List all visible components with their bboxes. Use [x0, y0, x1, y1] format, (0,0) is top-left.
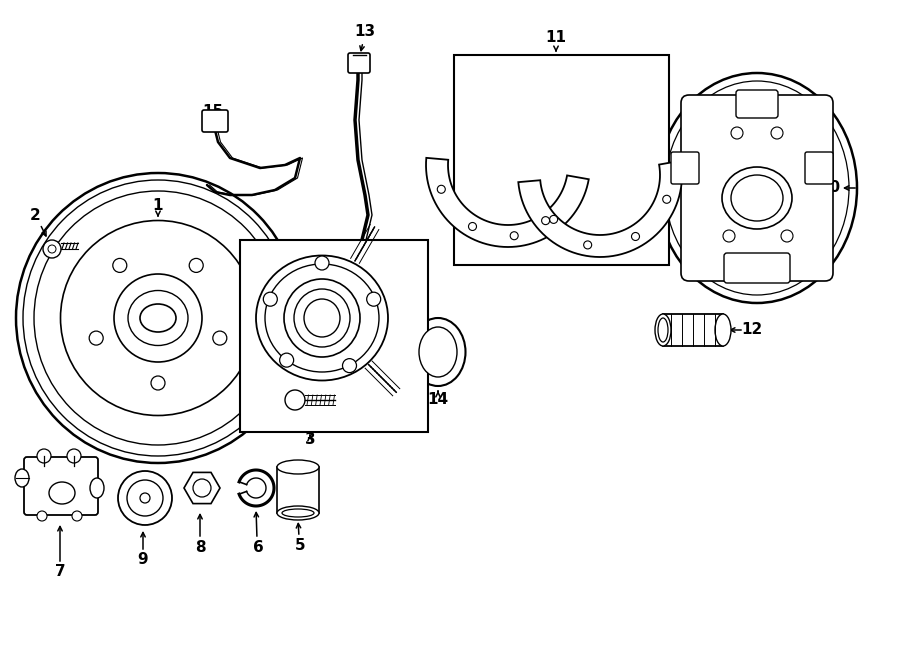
Ellipse shape — [715, 314, 731, 346]
Circle shape — [72, 511, 82, 521]
Ellipse shape — [140, 304, 176, 332]
Circle shape — [437, 185, 446, 193]
Ellipse shape — [15, 469, 29, 487]
Circle shape — [189, 258, 203, 272]
Text: 12: 12 — [742, 323, 762, 338]
Text: 2: 2 — [30, 208, 40, 223]
Polygon shape — [518, 161, 682, 257]
Text: 5: 5 — [294, 537, 305, 553]
Ellipse shape — [722, 167, 792, 229]
Ellipse shape — [16, 173, 300, 463]
Circle shape — [510, 232, 518, 240]
Circle shape — [151, 376, 165, 390]
Circle shape — [315, 256, 329, 270]
Ellipse shape — [657, 73, 857, 303]
Ellipse shape — [284, 279, 360, 357]
Circle shape — [43, 240, 61, 258]
Text: 6: 6 — [253, 539, 264, 555]
Circle shape — [584, 241, 591, 249]
Bar — [663, 314, 723, 346]
Ellipse shape — [277, 460, 319, 474]
Circle shape — [469, 223, 476, 231]
FancyBboxPatch shape — [724, 253, 790, 283]
Circle shape — [140, 493, 150, 503]
Ellipse shape — [294, 289, 350, 347]
Text: 11: 11 — [545, 30, 566, 46]
Ellipse shape — [60, 221, 256, 416]
Ellipse shape — [49, 482, 75, 504]
Circle shape — [662, 195, 670, 204]
Text: 13: 13 — [355, 24, 375, 40]
Circle shape — [37, 449, 51, 463]
Circle shape — [366, 292, 381, 306]
FancyBboxPatch shape — [681, 95, 833, 281]
Text: 8: 8 — [194, 539, 205, 555]
Text: 10: 10 — [819, 180, 841, 196]
Circle shape — [193, 479, 211, 497]
FancyBboxPatch shape — [348, 53, 370, 73]
Ellipse shape — [265, 264, 379, 372]
Text: 14: 14 — [428, 393, 448, 407]
Circle shape — [771, 127, 783, 139]
Bar — [277, 467, 319, 513]
Text: 7: 7 — [55, 564, 66, 580]
Ellipse shape — [658, 318, 668, 342]
Ellipse shape — [419, 327, 457, 377]
Bar — [454, 55, 669, 265]
Text: 1: 1 — [153, 198, 163, 212]
Circle shape — [632, 233, 640, 241]
Text: 9: 9 — [138, 553, 148, 568]
Ellipse shape — [304, 299, 340, 337]
Circle shape — [550, 215, 558, 223]
Ellipse shape — [128, 290, 188, 346]
Circle shape — [67, 449, 81, 463]
Polygon shape — [426, 158, 589, 247]
Circle shape — [48, 245, 56, 253]
Circle shape — [285, 390, 305, 410]
Circle shape — [731, 127, 743, 139]
Circle shape — [118, 471, 172, 525]
Circle shape — [37, 511, 47, 521]
Circle shape — [89, 331, 104, 345]
Ellipse shape — [655, 314, 671, 346]
Ellipse shape — [665, 81, 849, 295]
Ellipse shape — [114, 274, 202, 362]
Ellipse shape — [731, 175, 783, 221]
Circle shape — [264, 292, 277, 306]
Circle shape — [212, 331, 227, 345]
Bar — [240, 240, 428, 432]
Circle shape — [127, 480, 163, 516]
Circle shape — [280, 353, 293, 367]
Text: 3: 3 — [305, 432, 315, 447]
FancyBboxPatch shape — [202, 110, 228, 132]
Ellipse shape — [410, 318, 465, 386]
Circle shape — [112, 258, 127, 272]
Ellipse shape — [282, 509, 314, 517]
Text: 4: 4 — [258, 397, 269, 412]
Ellipse shape — [90, 478, 104, 498]
Circle shape — [781, 230, 793, 242]
Ellipse shape — [256, 256, 388, 381]
Ellipse shape — [277, 506, 319, 520]
Circle shape — [343, 359, 356, 373]
FancyBboxPatch shape — [805, 152, 833, 184]
FancyBboxPatch shape — [736, 90, 778, 118]
FancyBboxPatch shape — [671, 152, 699, 184]
Ellipse shape — [332, 261, 356, 275]
FancyBboxPatch shape — [24, 457, 98, 515]
Text: 15: 15 — [202, 104, 223, 120]
Circle shape — [542, 217, 550, 225]
Circle shape — [723, 230, 735, 242]
